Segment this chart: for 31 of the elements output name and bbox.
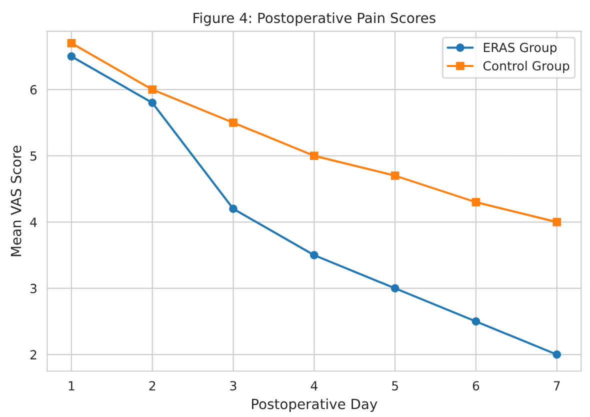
x-tick-label: 1	[68, 381, 74, 390]
x-tick-label: 4	[310, 381, 318, 390]
legend-label: ERAS Group	[484, 42, 557, 55]
point	[148, 98, 157, 107]
legend-label: Control Group	[483, 60, 570, 73]
point	[148, 85, 157, 94]
point	[552, 350, 562, 359]
chart-title: Figure 4: Postoperative Pain Scores	[194, 12, 436, 26]
point	[472, 198, 480, 206]
y-tick-label: 6	[30, 85, 37, 94]
point	[229, 118, 238, 127]
point	[390, 284, 400, 292]
x-tick-label: 6	[472, 381, 480, 391]
point	[229, 204, 238, 213]
point	[310, 152, 318, 160]
point	[67, 52, 76, 61]
y-axis-title: Mean VAS Score	[10, 146, 22, 256]
point	[472, 317, 480, 326]
y-tick-label: 3	[30, 284, 36, 294]
y-tick-label: 2	[30, 350, 36, 360]
point	[390, 172, 400, 180]
x-tick-label: 3	[230, 381, 236, 391]
y-tick-label: 5	[30, 151, 36, 161]
x-tick-label: 5	[392, 381, 398, 391]
x-axis-title: Postoperative Day	[252, 398, 378, 412]
x-tick-label: 2	[149, 381, 156, 390]
point	[552, 218, 562, 226]
y-tick-label: 4	[30, 218, 37, 227]
point	[310, 251, 318, 260]
x-tick-label: 7	[554, 381, 560, 390]
point	[67, 39, 76, 48]
